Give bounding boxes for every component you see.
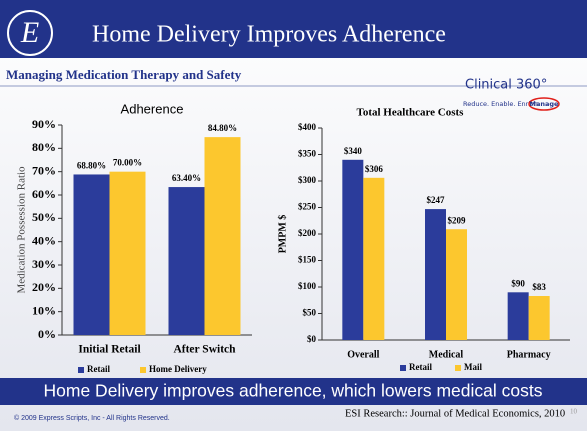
x-tick-label: Medical bbox=[429, 349, 464, 360]
banner-band bbox=[0, 378, 587, 405]
header-band bbox=[0, 0, 587, 58]
chart-title: Total Healthcare Costs bbox=[357, 107, 465, 119]
y-tick-label: $50 bbox=[303, 308, 317, 318]
bar bbox=[528, 296, 550, 340]
bar bbox=[73, 174, 110, 335]
legend-swatch bbox=[400, 365, 406, 371]
data-label: 68.80% bbox=[77, 161, 106, 171]
legend-label: Retail bbox=[409, 362, 432, 372]
data-label: 70.00% bbox=[113, 158, 142, 168]
y-tick-label: $0 bbox=[307, 334, 317, 344]
data-label: 63.40% bbox=[172, 173, 201, 183]
legend-swatch bbox=[140, 367, 146, 373]
y-tick-label: 90% bbox=[32, 117, 56, 131]
y-tick-label: $200 bbox=[298, 228, 317, 238]
y-tick-label: $100 bbox=[298, 281, 317, 291]
x-tick-label: After Switch bbox=[173, 344, 236, 356]
bar bbox=[204, 137, 241, 335]
y-tick-label: 80% bbox=[32, 140, 56, 154]
y-tick-label: 60% bbox=[32, 187, 56, 201]
data-label: $83 bbox=[532, 282, 546, 292]
data-label: $340 bbox=[344, 146, 363, 156]
logo-tagline: Reduce. Enable. Enrich. bbox=[463, 100, 540, 108]
legend-swatch bbox=[455, 365, 461, 371]
logo-mark: E bbox=[20, 16, 39, 49]
data-label: $90 bbox=[511, 278, 525, 288]
data-label: $306 bbox=[365, 164, 384, 174]
page-number: 10 bbox=[570, 408, 578, 416]
y-axis-label: PMPM $ bbox=[277, 215, 288, 254]
y-tick-label: 30% bbox=[32, 257, 56, 271]
y-tick-label: $400 bbox=[298, 122, 317, 132]
y-tick-label: 10% bbox=[32, 303, 56, 317]
logo-circle bbox=[7, 10, 53, 56]
highlight-ring bbox=[528, 97, 560, 111]
bar bbox=[363, 177, 385, 340]
data-label: 84.80% bbox=[208, 123, 237, 133]
y-tick-label: $300 bbox=[298, 175, 317, 185]
bar bbox=[446, 229, 467, 340]
y-tick-label: 70% bbox=[32, 163, 56, 177]
logo-name: Clinical 360° bbox=[465, 78, 547, 93]
bar bbox=[507, 292, 529, 340]
header-title: Home Delivery Improves Adherence bbox=[92, 22, 446, 48]
logo-highlight: Manage bbox=[530, 100, 560, 108]
x-tick-label: Pharmacy bbox=[507, 349, 551, 360]
banner: Home Delivery improves adherence, which … bbox=[44, 381, 543, 401]
y-tick-label: $250 bbox=[298, 202, 317, 212]
bar bbox=[425, 209, 446, 340]
subtitle: Managing Medication Therapy and Safety bbox=[6, 67, 242, 82]
y-tick-label: 0% bbox=[38, 327, 56, 341]
y-axis-label: Medication Possession Ratio bbox=[16, 166, 28, 294]
y-tick-label: $350 bbox=[298, 149, 317, 159]
bar bbox=[168, 187, 205, 335]
data-label: $247 bbox=[427, 195, 446, 205]
bar bbox=[109, 171, 146, 335]
y-tick-label: 50% bbox=[32, 210, 56, 224]
x-tick-label: Overall bbox=[347, 349, 379, 360]
bar bbox=[342, 159, 364, 340]
y-tick-label: 40% bbox=[32, 233, 56, 247]
data-label: $209 bbox=[448, 215, 467, 225]
chart-title: Adherence bbox=[121, 101, 184, 116]
x-tick-label: Initial Retail bbox=[78, 344, 140, 356]
y-tick-label: $150 bbox=[298, 255, 317, 265]
copyright: © 2009 Express Scripts, Inc - All Rights… bbox=[14, 414, 170, 422]
legend-swatch bbox=[78, 367, 84, 373]
legend-label: Home Delivery bbox=[149, 364, 207, 374]
legend-label: Retail bbox=[87, 364, 110, 374]
source: ESI Research:: Journal of Medical Econom… bbox=[345, 408, 565, 419]
y-tick-label: 20% bbox=[32, 280, 56, 294]
legend-label: Mail bbox=[464, 362, 482, 372]
